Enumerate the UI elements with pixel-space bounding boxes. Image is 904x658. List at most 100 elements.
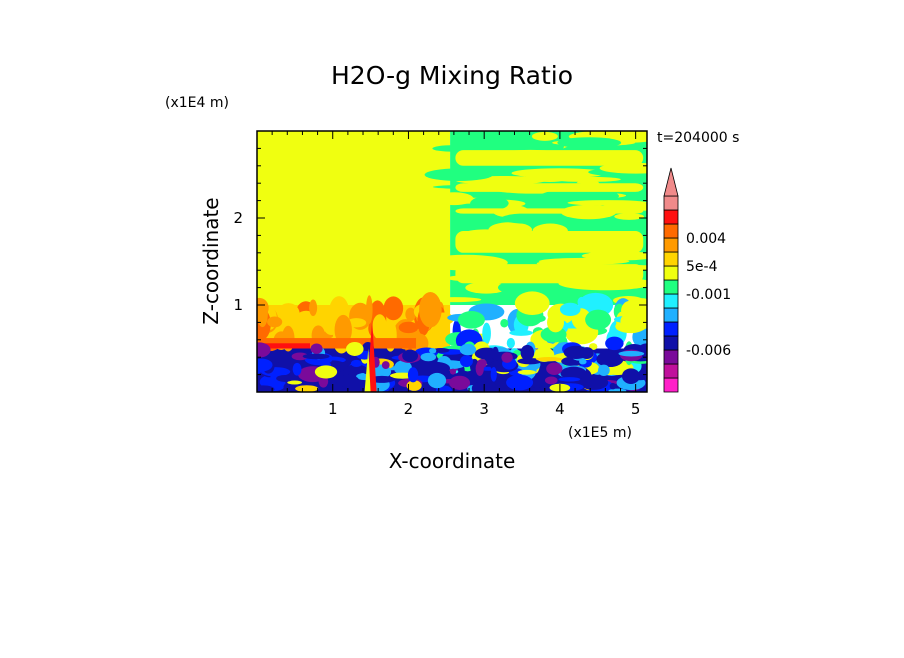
chart-title: H2O-g Mixing Ratio [331, 61, 573, 90]
field-blob [530, 314, 546, 323]
field-blob [493, 374, 506, 387]
field-blob [492, 346, 499, 362]
field-blob [552, 176, 621, 182]
field-blob [476, 358, 487, 369]
field-blob [407, 367, 419, 383]
colorbar-swatch [663, 363, 679, 379]
field-band [455, 208, 644, 214]
field-blob [506, 374, 534, 391]
field-blob [577, 296, 586, 308]
field-blob [257, 342, 271, 358]
field-blob [257, 385, 275, 392]
field-band [455, 231, 644, 253]
field-blob [558, 377, 581, 382]
field-blob [517, 369, 537, 375]
field-blob [402, 349, 419, 363]
field-blob [381, 361, 390, 370]
field-blob [350, 359, 363, 367]
field-blob [618, 350, 645, 357]
field-blob [490, 367, 497, 382]
field-blob [257, 358, 273, 372]
colorbar-swatch [663, 251, 679, 267]
field-blob [588, 343, 598, 350]
field-blob [449, 375, 471, 390]
colorbar-swatch [663, 209, 679, 225]
field-blob [621, 368, 640, 384]
field-blob [501, 352, 513, 363]
field-blob [557, 137, 622, 149]
field-blob [581, 251, 647, 261]
field-blob [432, 145, 476, 152]
y-axis-title: Z-coordinate [199, 197, 223, 324]
colorbar-swatch [663, 307, 679, 323]
field-blob [465, 281, 508, 294]
field-blob [459, 355, 473, 368]
x-scale-label: (x1E5 m) [568, 425, 632, 441]
field-blob [310, 343, 323, 354]
field-blob [514, 291, 550, 315]
field-blob [509, 329, 533, 336]
colorbar-label: -0.001 [686, 287, 731, 303]
field-spike [364, 348, 371, 392]
field-blob [314, 365, 338, 379]
field-blob [536, 356, 563, 362]
field-blob [346, 318, 367, 328]
field-blob [500, 318, 509, 328]
field-blob [527, 387, 552, 392]
field-blob [546, 362, 563, 376]
field-blob [291, 352, 309, 361]
x-tick-label: 4 [555, 400, 565, 418]
field-blob [257, 300, 268, 328]
colorbar-swatch [663, 265, 679, 281]
field-blob [383, 296, 404, 321]
field-blob [346, 342, 364, 356]
field-blob [428, 297, 482, 303]
field-blob [585, 309, 612, 330]
field-blob [531, 131, 558, 141]
field-blob [614, 213, 645, 220]
field-band [257, 343, 311, 349]
field-blob [295, 385, 319, 392]
colorbar-swatch [663, 293, 679, 309]
colorbar-swatch [663, 279, 679, 295]
field-blob [567, 200, 647, 206]
colorbar-extend-arrow [663, 167, 679, 197]
field-blob [596, 351, 624, 368]
field-blob [547, 312, 565, 333]
field-blob [482, 322, 491, 345]
field-blob [531, 381, 543, 388]
time-label: t=204000 s [657, 130, 739, 146]
field-blob [517, 357, 543, 365]
colorbar: -0.006 -0.001 5e-4 0.004 [663, 167, 731, 393]
field-blob [302, 353, 330, 360]
x-axis-title: X-coordinate [389, 449, 516, 473]
colorbar-swatch [663, 377, 679, 393]
field-blob [287, 380, 303, 385]
field-blob [484, 348, 494, 365]
field-blob [579, 359, 587, 365]
field-blob [421, 361, 447, 377]
field-blob [533, 342, 555, 349]
x-tick-label: 3 [479, 400, 489, 418]
field-blob [427, 372, 447, 389]
field-blob [429, 347, 437, 354]
field-band [455, 264, 644, 284]
colorbar-label: 5e-4 [686, 259, 718, 275]
field-blob [378, 322, 386, 339]
field-blob [501, 213, 561, 224]
colorbar-swatch [663, 223, 679, 239]
y-tick-label: 2 [233, 209, 243, 227]
colorbar-label: -0.006 [686, 343, 731, 359]
field-blob [419, 292, 442, 328]
field-blob [309, 299, 318, 317]
field-blob [366, 295, 373, 324]
colorbar-swatch [663, 195, 679, 211]
field-blob [471, 381, 489, 392]
field-blob [291, 317, 307, 327]
field-blob [520, 344, 535, 361]
field-blob [560, 366, 587, 380]
plot-frame [256, 130, 648, 393]
field-blob [497, 280, 546, 295]
